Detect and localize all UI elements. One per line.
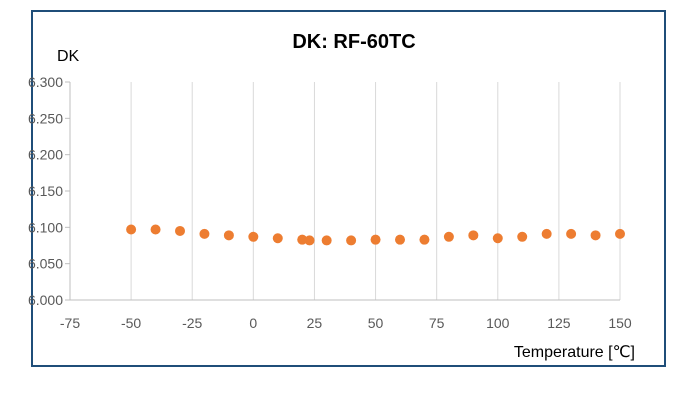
x-tick-label: 50 [368, 315, 384, 331]
y-axis-title: DK [57, 48, 80, 65]
data-point [615, 228, 625, 239]
axes [65, 81, 620, 301]
data-point [346, 235, 357, 246]
x-tick-label: -25 [182, 315, 202, 331]
gridlines [130, 82, 621, 300]
data-point [468, 230, 479, 241]
chart-title: DK: RF-60TC [292, 31, 415, 53]
data-point [248, 231, 259, 242]
y-tick-label: 6.200 [28, 147, 63, 163]
data-point [304, 235, 315, 246]
data-point [492, 233, 503, 244]
x-tick-label: 25 [307, 315, 323, 331]
data-point [321, 235, 332, 246]
y-tick-label: 6.050 [28, 256, 63, 272]
x-tick-label: -75 [60, 315, 80, 331]
data-point [150, 224, 161, 235]
x-tick-label: 75 [429, 315, 445, 331]
data-point [566, 228, 577, 239]
y-tick-label: 6.300 [28, 74, 63, 90]
data-point [443, 231, 454, 242]
y-tick-label: 6.150 [28, 183, 63, 199]
x-tick-labels: -75 -50 -25 0 25 50 75 100 125 150 [60, 315, 632, 331]
y-tick-label: 6.000 [28, 292, 63, 308]
y-tick-label: 6.250 [28, 110, 63, 126]
data-point [126, 224, 137, 235]
data-point [223, 230, 234, 241]
data-point [590, 230, 601, 241]
data-point [370, 234, 381, 245]
data-points [126, 224, 625, 246]
data-point [541, 228, 552, 239]
data-point [175, 225, 185, 236]
x-axis-title: Temperature [℃] [514, 344, 635, 361]
data-point [517, 231, 528, 242]
y-tick-labels: 6.000 6.050 6.100 6.150 6.200 6.250 6.300 [28, 74, 63, 308]
data-point [297, 234, 308, 245]
chart-frame [31, 10, 666, 367]
x-tick-label: 100 [486, 315, 510, 331]
x-tick-label: -50 [121, 315, 141, 331]
x-tick-label: 150 [608, 315, 632, 331]
data-point [199, 228, 210, 239]
data-point [395, 234, 405, 245]
data-point [419, 234, 430, 245]
y-tick-label: 6.100 [28, 219, 63, 235]
data-point [272, 233, 283, 244]
x-tick-label: 125 [547, 315, 571, 331]
x-tick-label: 0 [249, 315, 257, 331]
